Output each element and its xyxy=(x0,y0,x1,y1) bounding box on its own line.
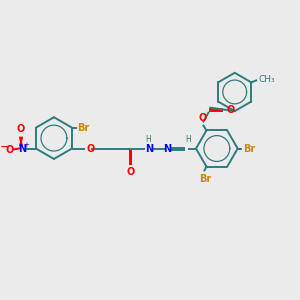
Text: O: O xyxy=(198,112,207,122)
Text: N: N xyxy=(18,143,26,154)
Text: Br: Br xyxy=(77,123,89,133)
Text: N: N xyxy=(163,143,171,154)
Text: Br: Br xyxy=(199,175,212,184)
Text: Br: Br xyxy=(243,143,255,154)
Text: −: − xyxy=(0,141,11,154)
Text: CH₃: CH₃ xyxy=(258,75,275,84)
Text: H: H xyxy=(146,135,151,144)
Text: O: O xyxy=(6,146,14,155)
Text: N: N xyxy=(145,143,153,154)
Text: +: + xyxy=(23,142,29,148)
Text: H: H xyxy=(185,135,191,144)
Text: O: O xyxy=(226,105,235,115)
Text: O: O xyxy=(126,167,134,177)
Text: O: O xyxy=(17,124,25,134)
Text: O: O xyxy=(87,143,95,154)
